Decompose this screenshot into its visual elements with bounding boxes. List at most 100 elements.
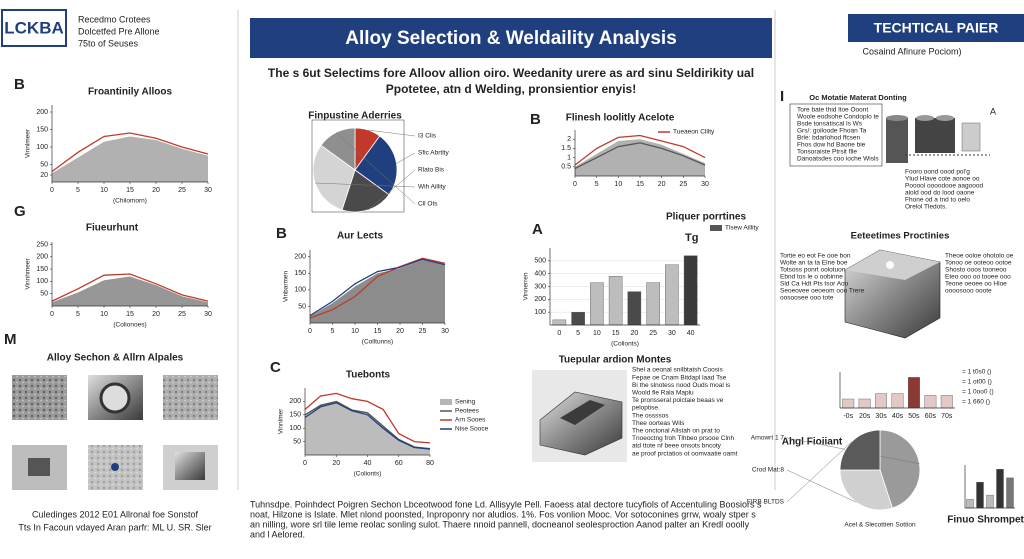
y-tick-label: 150 — [36, 266, 48, 273]
x-tick-label: 10 — [100, 187, 108, 194]
tube-part — [560, 400, 605, 425]
y-tick-label: 150 — [294, 270, 306, 277]
y-axis-label: Vinnlmer — [278, 408, 285, 434]
x-tick-label: 40s — [892, 413, 904, 420]
panel-letter: G — [14, 203, 26, 220]
y-tick-label: 1 — [567, 154, 571, 161]
line — [304, 392, 431, 444]
y-tick-label: 1.5 — [561, 145, 571, 152]
note: = 1 0oo0 () — [962, 389, 994, 396]
bar — [683, 255, 698, 326]
bar — [976, 482, 984, 509]
bar — [875, 393, 888, 409]
slice-label: Crod Mat:8 — [752, 467, 785, 474]
legend-swatch — [710, 225, 722, 231]
text-line: atd ttote nf beee onsots bncoty — [632, 443, 722, 450]
leader — [396, 152, 416, 164]
cylinder-top — [936, 115, 954, 121]
y-tick-label: 150 — [36, 126, 48, 133]
micrograph — [12, 375, 67, 420]
note: = 1 ot00 () — [962, 379, 992, 386]
text-line: Woole eodsohe Condoplo te — [797, 114, 879, 121]
tech-subtitle: Cosaind Afinure Pociom) — [862, 46, 961, 56]
x-tick-label: 20 — [658, 181, 666, 188]
area — [52, 136, 208, 182]
line — [304, 402, 431, 450]
y-tick-label: 250 — [36, 241, 48, 248]
y-tick-label: 0.5 — [561, 164, 571, 171]
bar — [996, 469, 1004, 509]
y-axis-label: Vinnhmeer — [25, 258, 32, 290]
text-line: Tortie eo eot Fe ooe bon — [780, 253, 851, 260]
x-tick-label: 25 — [419, 328, 427, 335]
annotation: Tg — [685, 232, 698, 244]
note: = 1 t0s0 () — [962, 369, 991, 376]
panel-letter: B — [530, 111, 541, 128]
x-axis-label: (Colltunns) — [362, 339, 393, 346]
text-line: Tonsoraiste Ptrsit flle — [797, 149, 857, 156]
text-line: Tuhnsdpe. Poinhdect Poigren Sechon Lbceo… — [250, 499, 762, 509]
wedge — [341, 169, 390, 213]
x-tick-label: 5 — [331, 328, 335, 335]
text-line: The onctonal Allstah on prat to — [632, 428, 720, 435]
x-tick-label: 10 — [351, 328, 359, 335]
text-line: oooosooo ooote — [945, 288, 992, 295]
chart-title: Finpustine Aderries — [308, 111, 402, 122]
text-line: Woold fle Rala Maplu — [632, 390, 694, 397]
x-tick-label: 10 — [614, 181, 622, 188]
x-tick-label: 15 — [126, 187, 134, 194]
y-tick-label: 200 — [294, 253, 306, 260]
x-tick-label: 10 — [100, 311, 108, 318]
text-line: Tore bate thid ltoe Ooont — [797, 107, 868, 114]
bar — [858, 398, 871, 409]
y-tick-label: 100 — [534, 309, 546, 316]
area — [575, 139, 705, 176]
text-line: Wolte an ta ta Elne boe — [780, 260, 848, 267]
line — [574, 134, 706, 166]
area — [52, 276, 208, 306]
y-axis-label: Vinnlmeer — [25, 128, 32, 158]
y-tick-label: 20 — [40, 172, 48, 179]
text-line: Ebnd tos le o oobinne — [780, 274, 843, 281]
x-tick-label: 15 — [374, 328, 382, 335]
text-line: Fhos dow hd Baone bie — [797, 142, 866, 149]
x-tick-label: 20 — [152, 187, 160, 194]
chart-title: Fiueurhunt — [86, 223, 139, 234]
leader — [786, 441, 852, 503]
x-tick-label: 0 — [308, 328, 312, 335]
y-tick-label: 50 — [298, 303, 306, 310]
x-tick-label: 20 — [332, 460, 340, 467]
legend-swatch — [440, 399, 452, 405]
y-tick-label: 300 — [534, 283, 546, 290]
panel-letter: B — [276, 225, 287, 242]
text-line: Fhone od a tnd to oelo — [905, 197, 970, 204]
x-tick-label: -0s — [843, 413, 853, 420]
legend-label: Arn Sooes — [455, 417, 486, 424]
text-line: ae proof prctatios ot oomvaatie oamt — [632, 450, 738, 457]
text-line: Ylud Hlave cote aonoe oo — [905, 176, 980, 183]
section-letter: M — [4, 331, 17, 348]
y-tick-label: 200 — [36, 254, 48, 261]
chart-title: Finuo Shrompetty — [947, 515, 1024, 526]
panel-letter: A — [532, 221, 543, 238]
y-tick-label: 200 — [534, 296, 546, 303]
bar — [907, 377, 920, 409]
slice-label: Cll Ots — [418, 201, 438, 208]
x-tick-label: 20 — [152, 311, 160, 318]
cylinder — [886, 118, 908, 163]
text-line: Totsoss ponrt oolotuon — [780, 267, 846, 274]
line — [51, 132, 209, 173]
cylinder-top — [916, 115, 934, 121]
micrograph-detail — [99, 382, 131, 414]
x-tick-label: 80 — [426, 460, 434, 467]
slice-label: FIRB BLTDS — [747, 499, 785, 506]
y-tick-label: 100 — [36, 144, 48, 151]
bar — [552, 319, 567, 326]
x-tick-label: 0 — [50, 311, 54, 318]
bar — [924, 395, 937, 409]
